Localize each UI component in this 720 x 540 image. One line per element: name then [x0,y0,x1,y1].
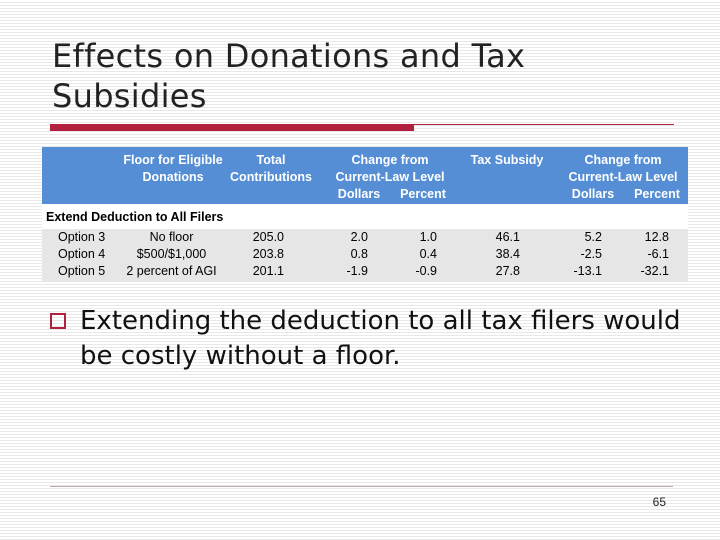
header-floor-line1: Floor for Eligible [123,153,223,167]
row-label: Option 4 [58,247,106,261]
row-change-percent: 1.0 [419,230,437,244]
table-row: Option 3 No floor 205.0 2.0 1.0 46.1 5.2… [42,229,688,246]
header-total-line2: Contributions [230,170,312,184]
row-subsidy: 46.1 [495,230,520,244]
footer-rule [50,486,673,487]
row-change-percent: 0.4 [419,247,437,261]
row-subsidy-percent: -6.1 [647,247,669,261]
row-subsidy-dollars: 5.2 [584,230,602,244]
header-change-dollars: Dollars [337,187,381,201]
title-underline-thick [50,124,414,131]
row-floor: 2 percent of AGI [126,264,217,278]
slide-title: Effects on Donations and Tax Subsidies [52,37,526,115]
row-total: 205.0 [252,230,284,244]
row-floor: $500/$1,000 [136,247,207,261]
header-change-line1: Change from [351,153,429,167]
section-label: Extend Deduction to All Filers [46,210,224,224]
row-change-dollars: -1.9 [346,264,368,278]
row-subsidy-percent: -32.1 [640,264,670,278]
table-row: Option 4 $500/$1,000 203.8 0.8 0.4 38.4 … [42,246,688,263]
row-floor: No floor [149,230,194,244]
header-change-line2: Current-Law Level [335,170,445,184]
data-table: Floor for Eligible Donations Total Contr… [42,147,688,282]
page-number: 65 [652,495,666,509]
header-subsidy-percent: Percent [634,187,680,201]
row-subsidy-percent: 12.8 [644,230,669,244]
table-row: Option 5 2 percent of AGI 201.1 -1.9 -0.… [42,263,688,280]
header-total-line1: Total [256,153,286,167]
header-tax-subsidy: Tax Subsidy [470,153,544,167]
header-subsidy-change-line2: Current-Law Level [568,170,678,184]
row-subsidy-dollars: -2.5 [580,247,602,261]
table-header: Floor for Eligible Donations Total Contr… [42,147,688,204]
header-subsidy-dollars: Dollars [571,187,615,201]
row-subsidy-dollars: -13.1 [573,264,603,278]
row-total: 203.8 [252,247,284,261]
row-label: Option 5 [58,264,106,278]
header-change-percent: Percent [400,187,446,201]
row-label: Option 3 [58,230,106,244]
row-change-dollars: 2.0 [350,230,368,244]
row-subsidy: 27.8 [495,264,520,278]
row-change-dollars: 0.8 [350,247,368,261]
row-subsidy: 38.4 [495,247,520,261]
row-change-percent: -0.9 [415,264,437,278]
header-floor-line2: Donations [142,170,204,184]
square-bullet-icon [50,313,66,329]
row-total: 201.1 [252,264,284,278]
title-underline-thin [414,124,674,125]
table-section-header: Extend Deduction to All Filers [42,204,688,229]
header-subsidy-change-line1: Change from [584,153,662,167]
bullet-text: Extending the deduction to all tax filer… [80,306,681,371]
